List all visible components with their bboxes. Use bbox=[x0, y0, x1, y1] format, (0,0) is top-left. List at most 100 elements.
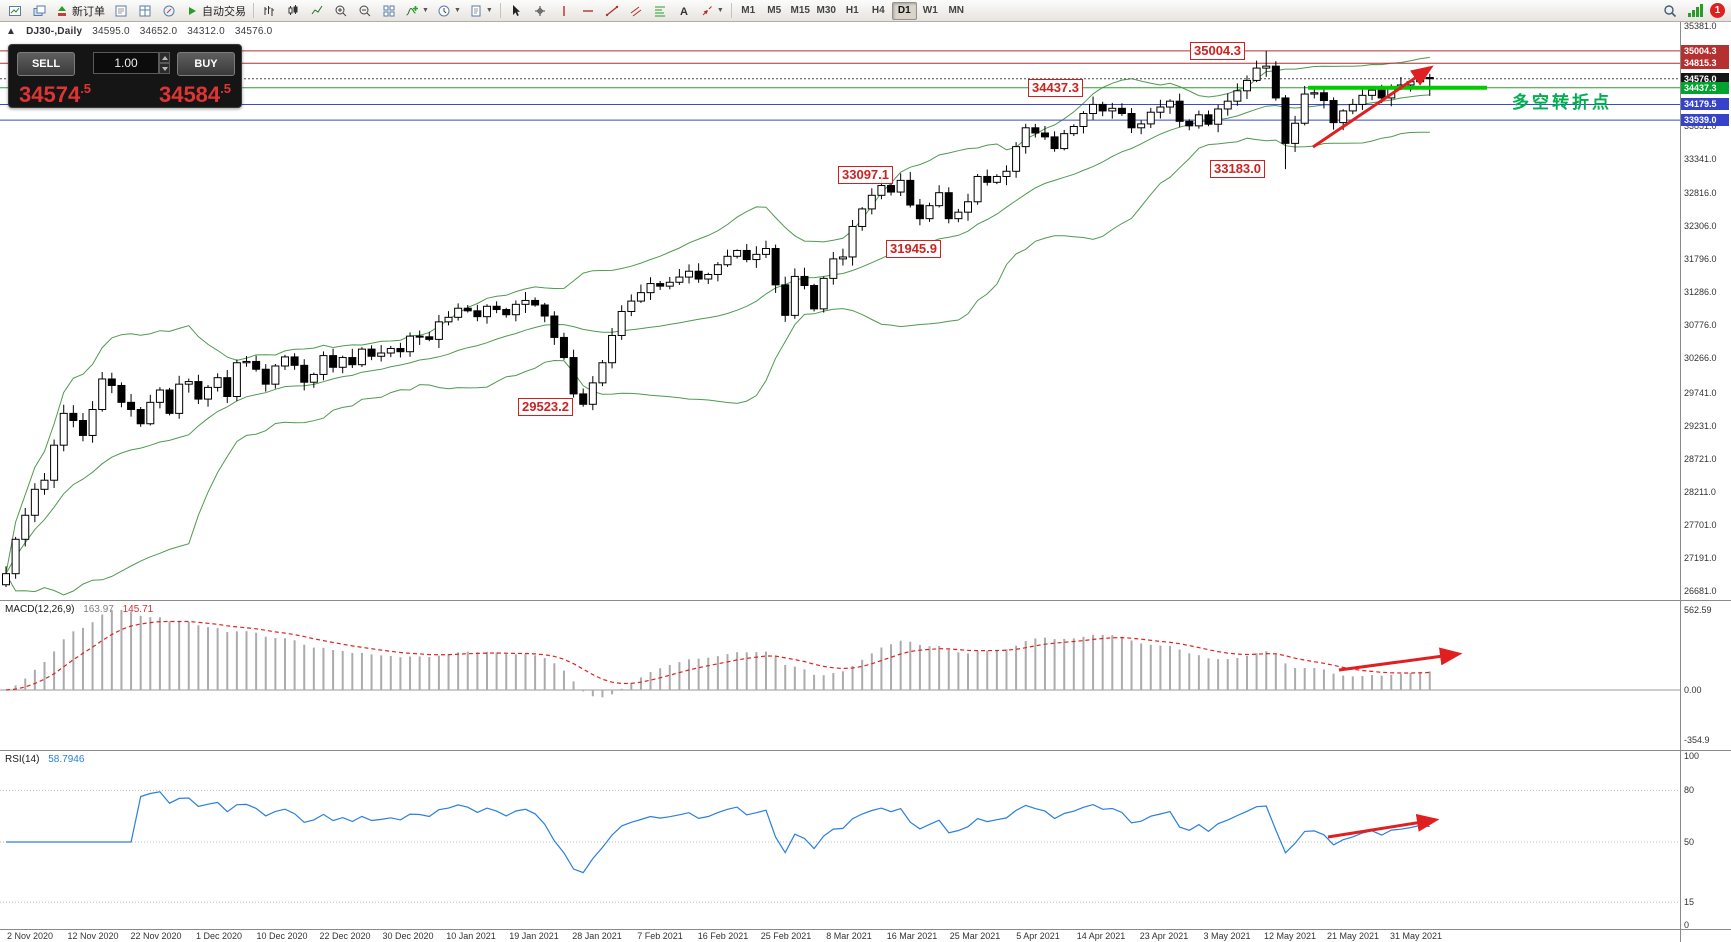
candle-body bbox=[733, 249, 742, 257]
timeframe-m1-button[interactable]: M1 bbox=[741, 5, 756, 16]
bollinger-upper-band[interactable] bbox=[5, 56, 1430, 574]
price-annotation-box[interactable]: 33097.1 bbox=[838, 165, 893, 184]
zoom-in-button[interactable] bbox=[330, 2, 352, 20]
line-chart-button[interactable] bbox=[306, 2, 328, 20]
candle-body bbox=[617, 310, 626, 336]
candle-body bbox=[155, 389, 164, 403]
trend-annotation-text[interactable]: 多空转折点 bbox=[1512, 93, 1612, 112]
candle-body bbox=[1021, 127, 1030, 148]
candle-body bbox=[636, 292, 645, 302]
notification-badge[interactable]: 1 bbox=[1710, 3, 1725, 18]
rsi-panel[interactable] bbox=[0, 789, 1680, 903]
indicators-caret-icon[interactable]: ▼ bbox=[422, 7, 429, 14]
new-order-button[interactable]: 新订单 bbox=[52, 2, 108, 20]
candle-body bbox=[463, 307, 472, 312]
panel-separator[interactable] bbox=[0, 600, 1731, 601]
volume-up-button[interactable] bbox=[159, 52, 170, 63]
candle-body bbox=[69, 412, 78, 422]
profiles-button[interactable] bbox=[28, 2, 50, 20]
trend-arrow-3[interactable] bbox=[1327, 813, 1440, 839]
timeframe-m30-button[interactable]: M30 bbox=[816, 5, 836, 16]
vertical-line-button[interactable] bbox=[553, 2, 575, 20]
zoom-out-button[interactable] bbox=[354, 2, 376, 20]
candle-body bbox=[1223, 100, 1232, 110]
date-axis-label: 19 Jan 2021 bbox=[509, 931, 559, 941]
candle-body bbox=[569, 357, 578, 395]
equidistant-channel-button[interactable] bbox=[625, 2, 647, 20]
price-annotation-box[interactable]: 29523.2 bbox=[518, 397, 573, 416]
bollinger-lower-band[interactable] bbox=[5, 131, 1430, 596]
timeframe-h4-button[interactable]: H4 bbox=[871, 5, 885, 16]
panel-separator[interactable] bbox=[0, 750, 1731, 751]
auto-trading-button[interactable]: 自动交易 bbox=[182, 2, 249, 20]
candle-body bbox=[771, 248, 780, 286]
candle-body bbox=[1291, 122, 1300, 144]
time-periods-caret-icon[interactable]: ▼ bbox=[453, 7, 461, 14]
price-annotation-box[interactable]: 33183.0 bbox=[1210, 160, 1265, 179]
sell-button[interactable]: SELL bbox=[17, 52, 75, 76]
tile-windows-button[interactable] bbox=[378, 2, 400, 20]
price-annotation-box[interactable]: 34437.3 bbox=[1028, 78, 1083, 97]
price-axis-label: 27191.0 bbox=[1684, 553, 1717, 564]
candle-body bbox=[598, 362, 607, 384]
trendline-icon bbox=[605, 5, 619, 16]
price-annotation-box[interactable]: 31945.9 bbox=[886, 240, 941, 259]
date-axis-label: 22 Dec 2020 bbox=[319, 931, 371, 941]
candlestick-chart-button[interactable] bbox=[282, 2, 304, 20]
arrow-objects-caret-icon[interactable]: ▼ bbox=[716, 7, 724, 14]
main-chart-panel[interactable] bbox=[0, 50, 1680, 596]
navigator-button[interactable] bbox=[158, 2, 180, 20]
timeframe-mn-button[interactable]: MN bbox=[948, 5, 965, 16]
timeframe-m5-button[interactable]: M5 bbox=[767, 5, 782, 16]
horizontal-line-button[interactable] bbox=[577, 2, 599, 20]
date-axis-label: 23 Apr 2021 bbox=[1139, 931, 1189, 941]
sell-price-frac: .5 bbox=[80, 81, 92, 96]
trend-arrow-1[interactable] bbox=[1312, 65, 1434, 149]
candle-body bbox=[40, 479, 49, 490]
new-chart-button[interactable] bbox=[4, 2, 26, 20]
crosshair-button[interactable] bbox=[529, 2, 551, 20]
toolbar: 新订单 自动交易 ▼ ▼ ▼ A ▼ M1 M5 M15 M30 H1 H4 D1 W1 MN 1 bbox=[0, 0, 1731, 22]
time-periods-icon bbox=[438, 5, 450, 16]
macd-panel[interactable] bbox=[0, 610, 1680, 698]
data-window-button[interactable] bbox=[134, 2, 156, 20]
trendline-button[interactable] bbox=[601, 2, 623, 20]
timeframe-d1-button[interactable]: D1 bbox=[891, 1, 917, 20]
collapse-arrow-icon[interactable]: ▲ bbox=[6, 26, 17, 37]
rsi-axis-label: 15 bbox=[1684, 897, 1695, 908]
price-axis-label: 31286.0 bbox=[1684, 287, 1717, 298]
price-axis-label: 30776.0 bbox=[1684, 320, 1717, 331]
volume-input[interactable]: 1.00 bbox=[93, 52, 159, 74]
cursor-button[interactable] bbox=[505, 2, 527, 20]
bar-chart-icon bbox=[264, 5, 274, 16]
candle-body bbox=[521, 299, 530, 305]
candle-body bbox=[1098, 103, 1107, 112]
trend-arrow-2[interactable] bbox=[1338, 647, 1463, 672]
candle-body bbox=[473, 310, 482, 318]
buy-price-main: 34584 bbox=[158, 82, 221, 107]
templates-caret-icon[interactable]: ▼ bbox=[485, 7, 493, 14]
indicators-button[interactable]: ▼ bbox=[402, 2, 432, 20]
candle-body bbox=[175, 383, 184, 414]
arrow-objects-button[interactable]: ▼ bbox=[697, 2, 727, 20]
candle-body bbox=[1040, 132, 1049, 138]
timeframe-h1-button[interactable]: H1 bbox=[845, 5, 859, 16]
buy-button[interactable]: BUY bbox=[177, 52, 235, 76]
timeframe-w1-button[interactable]: W1 bbox=[922, 5, 938, 16]
bar-chart-button[interactable] bbox=[258, 2, 280, 20]
candle-body bbox=[1166, 100, 1175, 108]
candle-body bbox=[348, 357, 357, 366]
time-periods-button[interactable]: ▼ bbox=[434, 2, 464, 20]
templates-button[interactable]: ▼ bbox=[466, 2, 496, 20]
market-watch-button[interactable] bbox=[110, 2, 132, 20]
date-axis-label: 7 Feb 2021 bbox=[637, 931, 683, 941]
candle-body bbox=[194, 381, 203, 400]
search-button[interactable] bbox=[1659, 2, 1681, 20]
timeframe-m15-button[interactable]: M15 bbox=[790, 5, 810, 16]
fibonacci-button[interactable] bbox=[649, 2, 671, 20]
volume-down-button[interactable] bbox=[159, 63, 170, 74]
price-annotation-box[interactable]: 35004.3 bbox=[1190, 41, 1245, 60]
candle-body bbox=[646, 283, 655, 294]
text-label-button[interactable]: A bbox=[673, 2, 695, 20]
